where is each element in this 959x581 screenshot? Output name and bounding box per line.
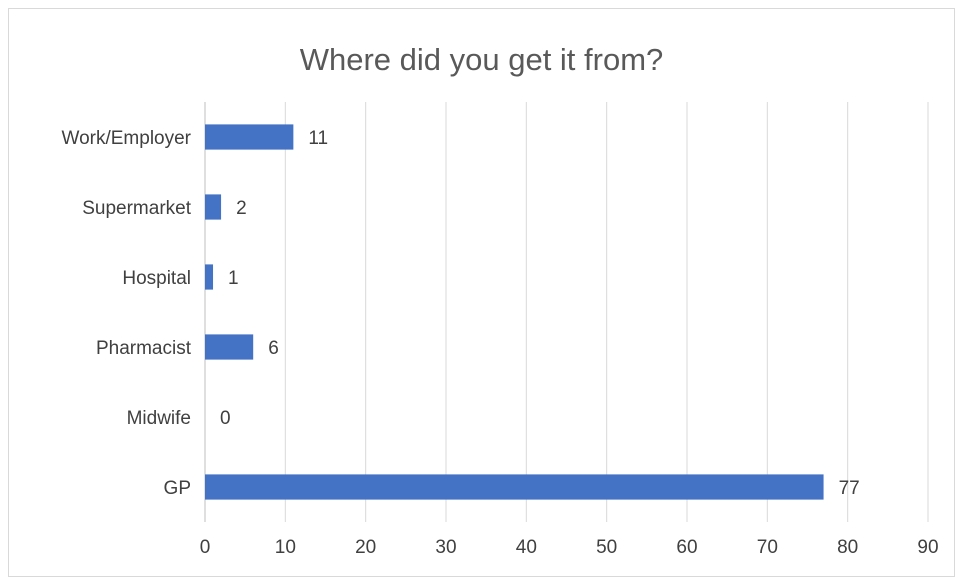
data-label: 1 [228, 268, 239, 289]
x-tick-label: 50 [596, 537, 617, 558]
bars [205, 124, 824, 500]
x-tick-label: 70 [757, 537, 778, 558]
x-tick-label: 90 [917, 537, 938, 558]
x-tick-label: 80 [837, 537, 858, 558]
bar [205, 334, 254, 360]
bar [205, 264, 214, 290]
category-label: Midwife [127, 408, 191, 429]
x-tick-label: 0 [200, 537, 211, 558]
labels: 0 10 20 30 40 50 60 70 80 90 GP 77 Midwife 0 Pharmacis… [61, 128, 938, 558]
data-label: 11 [308, 128, 328, 149]
x-tick-label: 30 [435, 537, 456, 558]
chart-plot-area: 0 10 20 30 40 50 60 70 80 90 GP 77 Midwife 0 Pharmacis… [61, 102, 939, 558]
chart-title: Where did you get it from? [299, 42, 664, 77]
bar [205, 474, 824, 500]
data-label: 6 [268, 338, 279, 359]
category-label: Pharmacist [96, 338, 192, 359]
x-tick-label: 20 [355, 537, 376, 558]
x-tick-label: 10 [275, 537, 296, 558]
bar [205, 124, 294, 150]
bar [205, 194, 222, 220]
data-label: 77 [839, 478, 860, 499]
data-label: 0 [220, 408, 231, 429]
category-label: GP [164, 478, 191, 499]
chart-container: Where did you get it from? 0 10 20 30 40 50 60… [8, 8, 955, 577]
x-tick-label: 60 [676, 537, 697, 558]
category-label: Hospital [122, 268, 191, 289]
data-label: 2 [236, 198, 247, 219]
category-label: Supermarket [82, 198, 191, 219]
x-tick-label: 40 [516, 537, 537, 558]
gridlines [204, 102, 929, 522]
category-label: Work/Employer [61, 128, 191, 149]
